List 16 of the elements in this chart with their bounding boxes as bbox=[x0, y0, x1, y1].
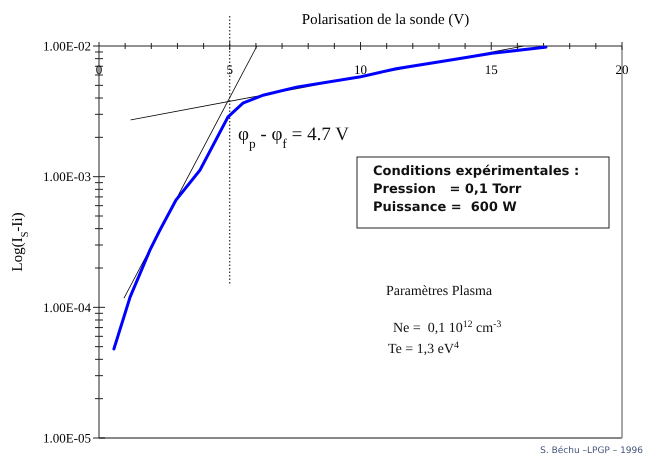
x-tick-label: 10 bbox=[354, 62, 367, 77]
y-tick-label: 1.00E-04 bbox=[42, 300, 92, 315]
annotation: φ$_{p}$ - φ$_{f}$ = 4.7 V bbox=[238, 124, 350, 150]
text: S. Béchu –LPGP – 1996 bbox=[540, 445, 644, 456]
x-tick-label: 15 bbox=[484, 62, 498, 77]
annotation: Pression = 0,1 Torr bbox=[373, 182, 522, 197]
annotation: Ne = 0,1 10$^{12}$ cm$^{-3}$ bbox=[393, 318, 502, 336]
y-tick-label: 1.00E-03 bbox=[42, 169, 91, 184]
annotation: Puissance = 600 W bbox=[373, 200, 517, 215]
x-axis-title: Polarisation de la sonde (V) bbox=[302, 12, 470, 28]
annotation: Conditions expérimentales : bbox=[373, 164, 580, 179]
x-tick-label: 20 bbox=[616, 62, 628, 77]
y-tick-label: 1.00E-05 bbox=[42, 430, 91, 446]
y-tick-label: 1.00E-02 bbox=[42, 38, 91, 54]
annotation: Te = 1,3 eV$^{4}$ bbox=[388, 340, 460, 357]
annotation: Paramètres Plasma bbox=[386, 284, 493, 299]
